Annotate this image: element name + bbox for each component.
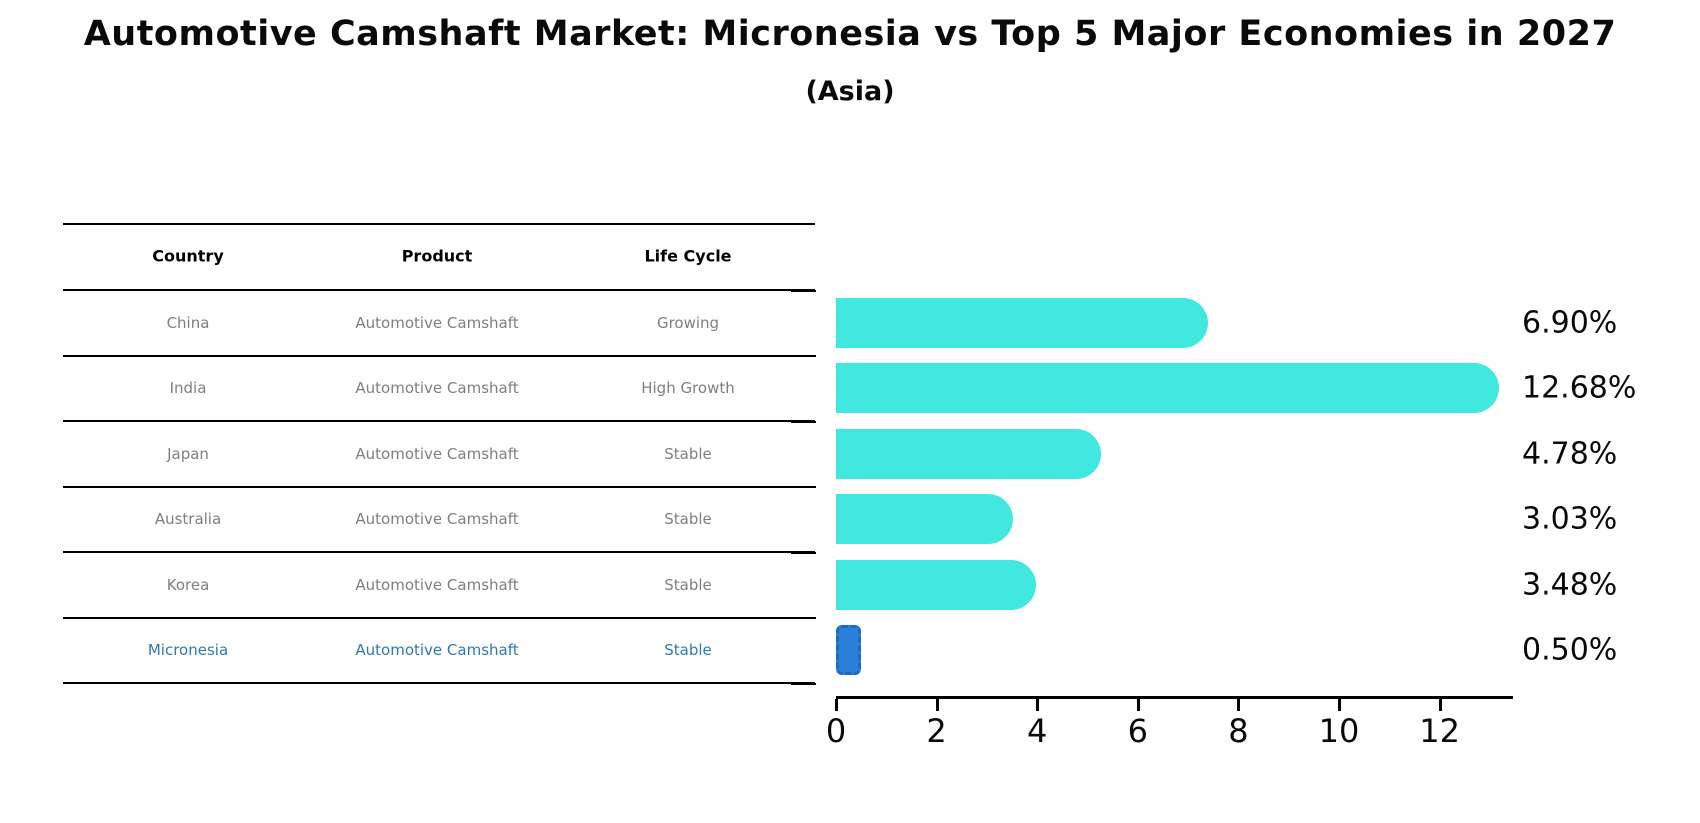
table-header-life-cycle: Life Cycle (644, 246, 732, 266)
table-cell-product: Automotive Camshaft (355, 510, 519, 528)
bar-value-label: 0.50% (1522, 632, 1618, 668)
bar-value-label: 12.68% (1522, 370, 1637, 406)
table-row-rule (63, 551, 815, 553)
table-cell-country: Korea (166, 575, 210, 594)
x-axis-tick (1036, 699, 1040, 711)
x-axis-tick (1136, 699, 1140, 711)
table-cell-product: Automotive Camshaft (355, 444, 519, 463)
bar-korea (836, 559, 1037, 610)
table-top-rule (63, 223, 815, 225)
table-cell-product: Automotive Camshaft (355, 313, 519, 332)
bar-value-label: 4.78% (1522, 436, 1618, 471)
table-cell-product[interactable]: Automotive Camshaft (355, 641, 519, 659)
table-cell-life-cycle: High Growth (641, 379, 735, 397)
bar-japan (836, 428, 1102, 479)
table-header-rule (63, 289, 815, 291)
x-axis-tick (1237, 699, 1241, 711)
table-cell-life-cycle: Stable (664, 575, 712, 594)
table-header-country: Country (152, 246, 224, 266)
x-axis-tick-label: 2 (926, 712, 947, 750)
row-boundary-tick (791, 486, 816, 489)
bar-australia (836, 494, 1014, 544)
x-axis-tick (935, 699, 939, 711)
table-row-rule (63, 682, 815, 684)
x-axis-tick-label: 10 (1318, 712, 1360, 750)
table-cell-country[interactable]: Micronesia (147, 641, 229, 659)
table-row-rule (63, 485, 815, 488)
bar-value-label: 6.90% (1522, 305, 1618, 340)
table-cell-country: China (166, 313, 210, 332)
bar-china (836, 297, 1209, 348)
x-axis-tick (1338, 699, 1341, 711)
x-axis-tick (1438, 699, 1442, 711)
table-cell-product: Automotive Camshaft (355, 379, 519, 397)
x-axis-tick-label: 4 (1027, 712, 1048, 750)
table-cell-product: Automotive Camshaft (355, 575, 519, 594)
x-axis-line (836, 696, 1513, 699)
x-axis-tick-label: 0 (825, 712, 847, 750)
table-cell-life-cycle: Stable (664, 510, 712, 528)
bar-india (836, 363, 1499, 413)
table-cell-life-cycle[interactable]: Stable (664, 641, 712, 659)
table-row-rule (63, 420, 815, 422)
x-axis-tick-label: 12 (1419, 712, 1460, 750)
bar-value-label: 3.48% (1522, 567, 1618, 602)
x-axis-tick (835, 699, 838, 711)
chart-subtitle: (Asia) (805, 76, 895, 107)
table-row-rule (63, 616, 815, 619)
x-axis-tick-label: 8 (1228, 712, 1249, 750)
row-boundary-tick (791, 420, 816, 423)
table-cell-country: India (169, 379, 207, 397)
table-cell-life-cycle: Growing (656, 313, 720, 332)
chart-title: Automotive Camshaft Market: Micronesia v… (83, 14, 1617, 54)
table-header-product: Product (401, 246, 473, 266)
table-cell-life-cycle: Stable (664, 444, 712, 463)
x-axis-tick-label: 6 (1127, 712, 1148, 750)
bar-value-label: 3.03% (1522, 501, 1618, 537)
row-boundary-tick (791, 289, 816, 292)
row-boundary-tick (791, 682, 816, 685)
bar-micronesia (836, 625, 862, 675)
row-boundary-tick (791, 551, 816, 554)
table-cell-country: Japan (167, 444, 209, 463)
table-cell-country: Australia (154, 510, 222, 528)
table-row-rule (63, 354, 815, 357)
row-boundary-tick (791, 355, 816, 358)
row-boundary-tick (791, 617, 816, 620)
